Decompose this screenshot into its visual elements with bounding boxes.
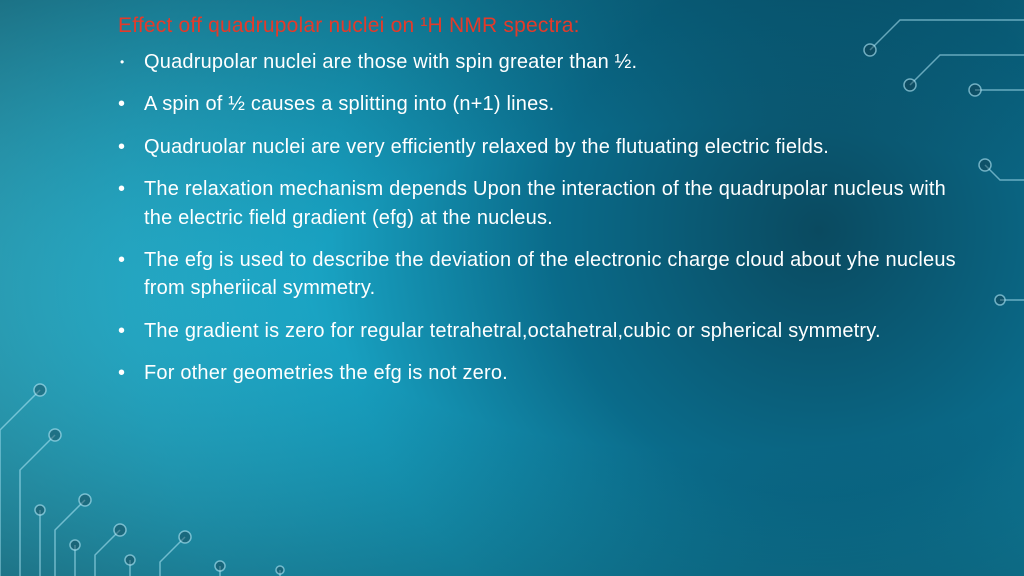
bullet-text: A spin of ½ causes a splitting into (n+1… [144,93,554,115]
list-item: For other geometries the efg is not zero… [118,359,964,387]
slide-title: Effect off quadrupolar nuclei on ¹H NMR … [118,14,964,38]
slide-content: Effect off quadrupolar nuclei on ¹H NMR … [0,0,1024,576]
bullet-text: The gradient is zero for regular tetrahe… [144,320,881,342]
bullet-text: Quadruolar nuclei are very efficiently r… [144,136,829,158]
bullet-text: The efg is used to describe the deviatio… [144,249,956,299]
list-item: The efg is used to describe the deviatio… [118,246,964,303]
list-item: Quadruolar nuclei are very efficiently r… [118,133,964,161]
list-item: Quadrupolar nuclei are those with spin g… [118,48,964,76]
bullet-text: Quadrupolar nuclei are those with spin g… [144,51,637,73]
bullet-list: Quadrupolar nuclei are those with spin g… [118,48,964,388]
bullet-text: The relaxation mechanism depends Upon th… [144,178,946,228]
list-item: A spin of ½ causes a splitting into (n+1… [118,90,964,118]
list-item: The gradient is zero for regular tetrahe… [118,317,964,345]
bullet-text: For other geometries the efg is not zero… [144,362,508,384]
list-item: The relaxation mechanism depends Upon th… [118,175,964,232]
